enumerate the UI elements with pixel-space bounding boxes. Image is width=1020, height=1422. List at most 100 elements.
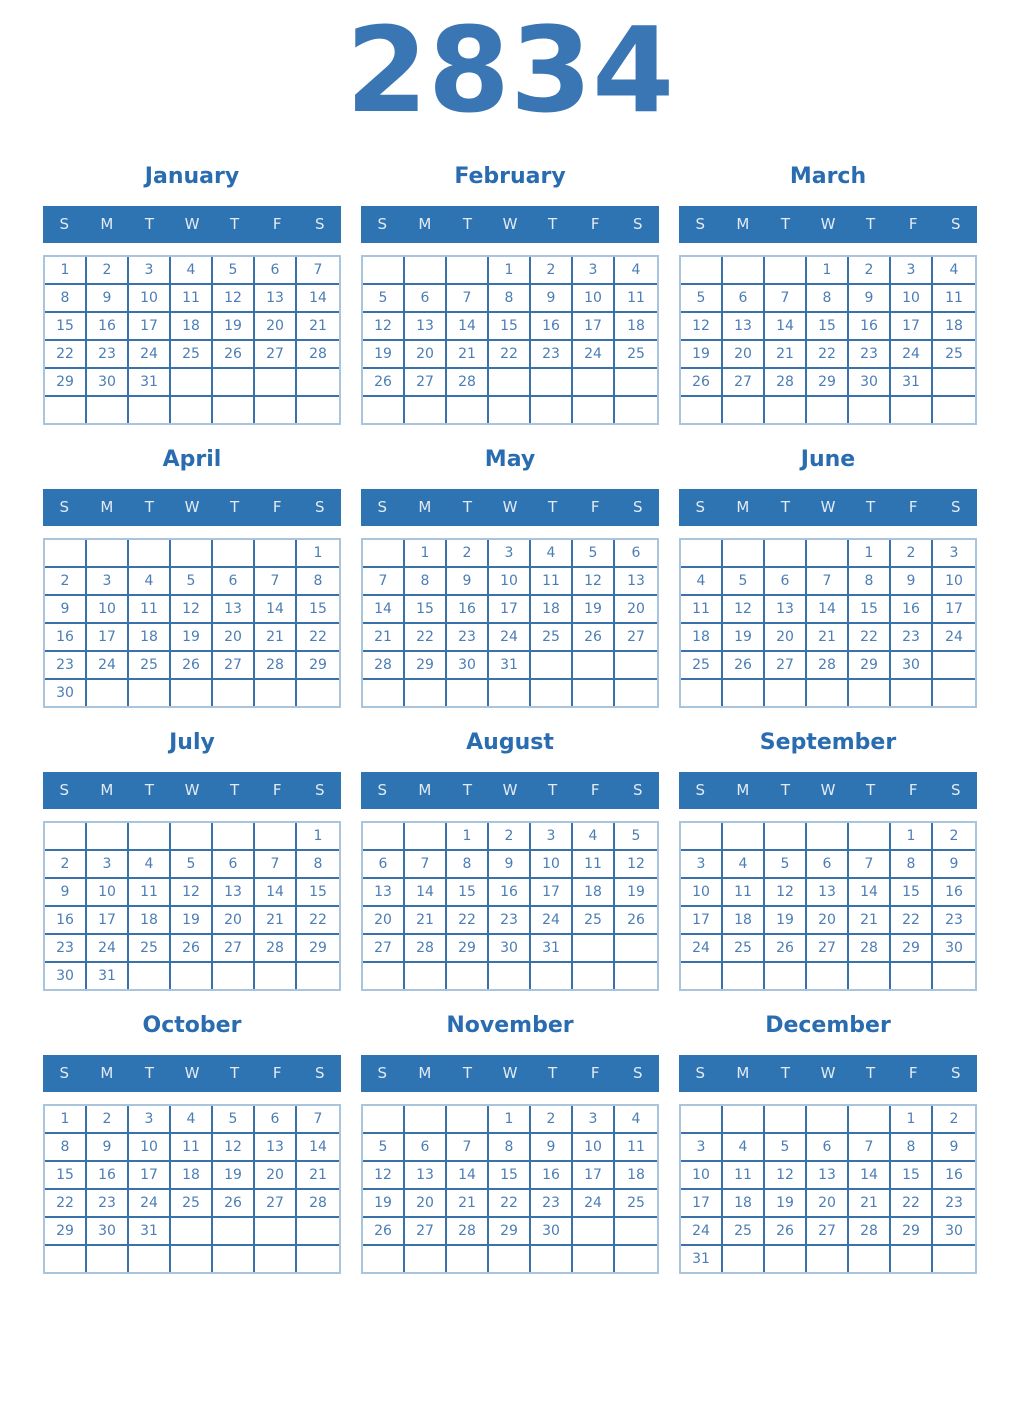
day-cell: 8 — [807, 285, 849, 314]
day-cell: 13 — [807, 1162, 849, 1191]
weekday-label: F — [272, 215, 282, 234]
day-cell: 31 — [531, 935, 573, 964]
day-cell: 28 — [807, 652, 849, 681]
day-cell: 12 — [723, 596, 765, 625]
day-cell: 24 — [531, 907, 573, 936]
weekday-label: T — [548, 781, 558, 800]
weekday-label: T — [144, 215, 155, 234]
weekday-label: S — [950, 1064, 961, 1083]
day-cell: 2 — [933, 823, 975, 852]
day-cell: 1 — [891, 1106, 933, 1135]
weekday-label: T — [866, 1064, 876, 1083]
weekday-label: T — [548, 215, 558, 234]
week-row — [45, 1246, 339, 1273]
day-cell: 21 — [447, 341, 489, 370]
day-cell: 18 — [129, 907, 171, 936]
weekday-label: M — [418, 781, 432, 800]
day-cell: 12 — [765, 879, 807, 908]
day-cell: 10 — [573, 285, 615, 314]
day-cell: 30 — [489, 935, 531, 964]
empty-day-cell — [213, 397, 255, 424]
day-cell: 16 — [531, 313, 573, 342]
day-cell: 31 — [87, 963, 129, 990]
day-cell: 31 — [681, 1246, 723, 1273]
weekday-label: T — [230, 498, 240, 517]
day-cell: 4 — [615, 257, 657, 286]
day-cell: 6 — [405, 1134, 447, 1163]
empty-day-cell — [615, 1246, 657, 1272]
day-cell: 25 — [129, 652, 171, 681]
day-cell: 4 — [933, 257, 975, 286]
empty-day-cell — [615, 1218, 657, 1247]
day-cell: 3 — [87, 568, 129, 597]
month-title: March — [789, 164, 867, 190]
day-cell: 12 — [213, 285, 255, 314]
day-cell: 28 — [297, 1190, 339, 1219]
month-day-grid: 1 2 3 4 5 6 7 8 9 10 11 12 13 14 15 16 17 18 19 20 21 22 23 24 2… — [361, 1104, 659, 1275]
day-cell: 12 — [615, 851, 657, 880]
day-cell: 16 — [87, 313, 129, 342]
weekday-label: S — [377, 215, 388, 234]
weekday-label: M — [100, 781, 114, 800]
empty-day-cell — [933, 652, 975, 681]
day-cell: 22 — [297, 907, 339, 936]
day-cell: 13 — [405, 1162, 447, 1191]
day-cell: 27 — [213, 652, 255, 681]
weekday-label: T — [866, 498, 876, 517]
day-cell: 17 — [489, 596, 531, 625]
week-row: 24 25 26 27 28 29 30 — [681, 935, 975, 964]
month-title: April — [162, 447, 222, 473]
day-cell: 2 — [87, 1106, 129, 1135]
day-cell: 15 — [447, 879, 489, 908]
day-cell: 27 — [723, 369, 765, 398]
month-title: December — [765, 1013, 891, 1039]
day-cell: 29 — [297, 652, 339, 681]
day-cell: 17 — [531, 879, 573, 908]
empty-day-cell — [213, 1246, 255, 1273]
day-cell: 8 — [891, 1134, 933, 1163]
week-row: 11 12 13 14 15 16 17 — [681, 596, 975, 625]
day-cell: 11 — [129, 596, 171, 625]
empty-day-cell — [531, 652, 573, 681]
day-cell: 29 — [447, 935, 489, 964]
week-row — [363, 1246, 657, 1273]
day-cell: 15 — [489, 1162, 531, 1191]
day-cell: 5 — [213, 1106, 255, 1135]
month-day-grid: 1 2 3 4 5 6 7 8 9 10 11 12 13 14 15 16 17 18 19 20 21 22 23 24 2… — [679, 538, 977, 709]
empty-day-cell — [297, 680, 339, 706]
empty-day-cell — [171, 1218, 213, 1247]
day-cell: 8 — [45, 285, 87, 314]
day-cell: 12 — [171, 879, 213, 908]
week-row: 1 — [45, 540, 339, 569]
day-cell: 22 — [447, 907, 489, 936]
empty-day-cell — [573, 963, 615, 990]
day-cell: 13 — [615, 568, 657, 597]
day-cell: 11 — [933, 285, 975, 314]
day-cell: 2 — [447, 540, 489, 569]
empty-day-cell — [573, 397, 615, 424]
empty-day-cell — [615, 935, 657, 964]
day-cell: 30 — [45, 963, 87, 990]
day-cell: 21 — [405, 907, 447, 936]
empty-day-cell — [765, 1246, 807, 1273]
day-cell: 14 — [255, 879, 297, 908]
day-cell: 9 — [933, 1134, 975, 1163]
day-cell: 12 — [171, 596, 213, 625]
empty-day-cell — [807, 1106, 849, 1135]
empty-day-cell — [681, 257, 723, 286]
day-cell: 26 — [765, 935, 807, 964]
empty-day-cell — [531, 680, 573, 707]
day-cell: 29 — [489, 1218, 531, 1247]
month-title: September — [759, 730, 897, 756]
day-cell: 28 — [849, 935, 891, 964]
empty-day-cell — [807, 823, 849, 852]
empty-day-cell — [297, 1218, 339, 1247]
week-row: 22 23 24 25 26 27 28 — [45, 341, 339, 370]
day-cell: 24 — [681, 935, 723, 964]
day-cell: 10 — [573, 1134, 615, 1163]
weekday-label: M — [418, 215, 432, 234]
empty-day-cell — [171, 680, 213, 707]
day-cell: 27 — [615, 624, 657, 653]
